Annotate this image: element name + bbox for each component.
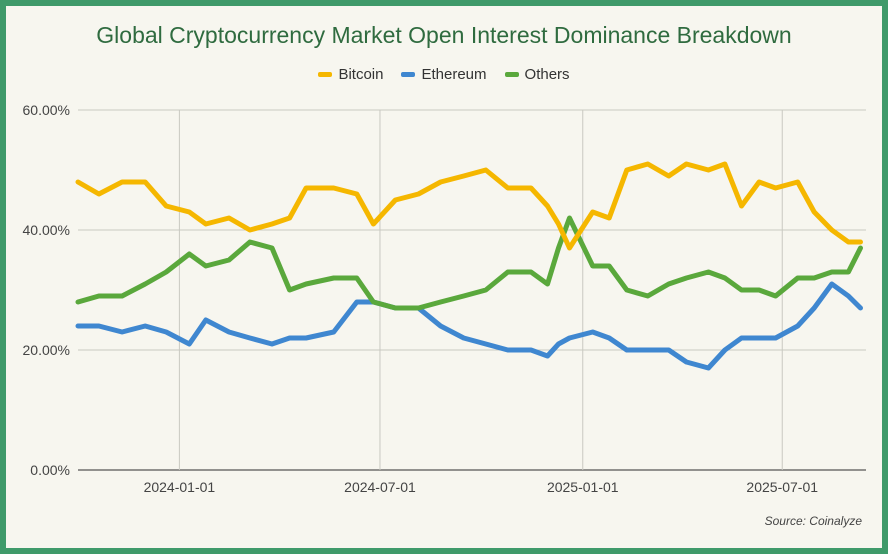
chart-frame [6, 6, 882, 548]
legend-swatch-ethereum [401, 72, 416, 77]
y-tick-label: 20.00% [23, 342, 70, 358]
legend-label-bitcoin: Bitcoin [338, 66, 384, 83]
legend-label-others: Others [524, 66, 570, 83]
series-line-ethereum [75, 281, 863, 371]
legend-label-ethereum: Ethereum [421, 66, 487, 83]
legend-item-bitcoin[interactable]: Bitcoin [318, 66, 383, 83]
y-tick-label: 60.00% [23, 102, 70, 118]
chart-legend: Bitcoin Ethereum Others [0, 66, 888, 83]
y-tick-label: 0.00% [30, 462, 70, 478]
legend-swatch-bitcoin [318, 72, 333, 77]
x-tick-label: 2024-07-01 [344, 479, 416, 495]
series-line-bitcoin [75, 161, 863, 251]
x-tick-label: 2025-01-01 [547, 479, 619, 495]
y-tick-label: 40.00% [23, 222, 70, 238]
source-note: Source: Coinalyze [764, 514, 862, 528]
series-line-others [75, 215, 863, 311]
legend-swatch-others [504, 72, 519, 77]
chart-title: Global Cryptocurrency Market Open Intere… [96, 22, 792, 48]
x-tick-label: 2024-01-01 [144, 479, 216, 495]
legend-item-others[interactable]: Others [504, 66, 570, 83]
legend-item-ethereum[interactable]: Ethereum [401, 66, 487, 83]
x-tick-label: 2025-07-01 [746, 479, 818, 495]
